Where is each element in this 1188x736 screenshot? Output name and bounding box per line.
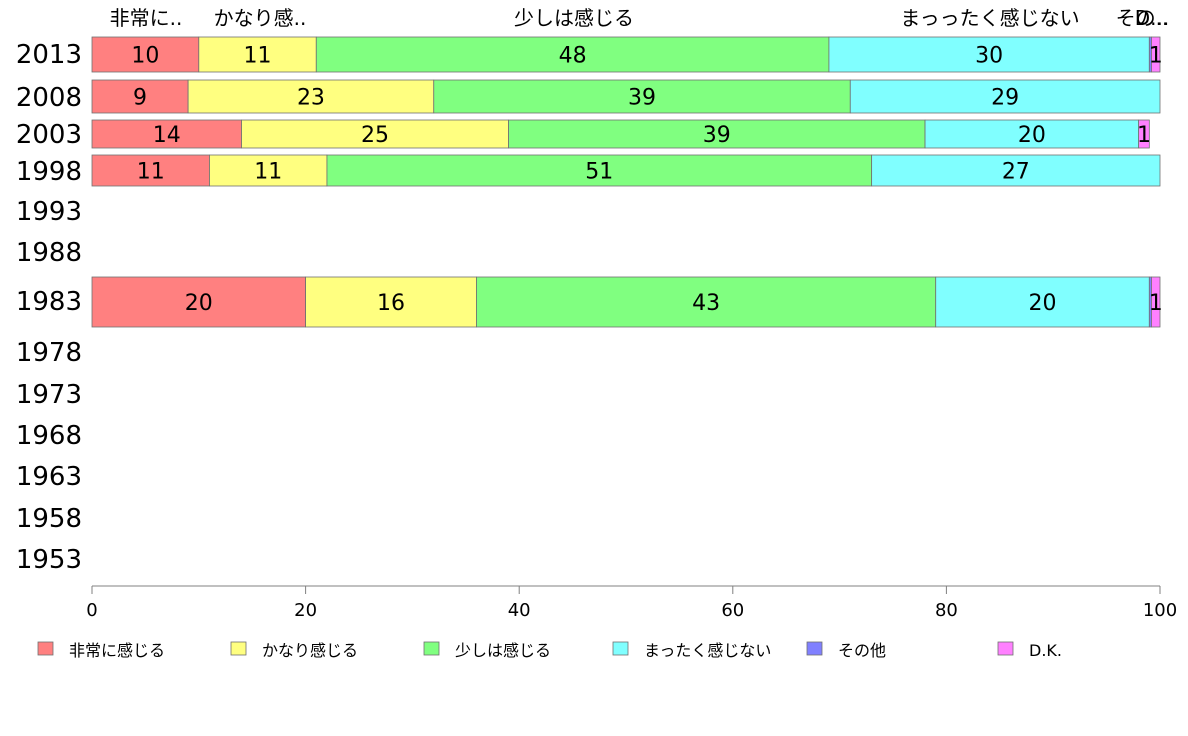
data-label-2003-5: 1	[1137, 123, 1151, 148]
top-label-4: その..	[1116, 6, 1169, 30]
bar-2013-series-0	[91, 36, 200, 73]
data-label-2013-5: 1	[1149, 44, 1163, 69]
legend-swatch-1	[230, 641, 247, 656]
data-label-2003-1: 25	[361, 123, 389, 148]
top-label-1: かなり感..	[214, 6, 307, 30]
legend-label-1: かなり感じる	[262, 641, 358, 660]
legend-item-1: かなり感じる	[230, 641, 358, 660]
bar-2008-series-2	[433, 79, 851, 114]
bar-2013-series-3	[828, 36, 1150, 73]
year-label-1968: 1968	[16, 421, 82, 451]
year-label-1998: 1998	[16, 157, 82, 187]
top-label-0: 非常に..	[110, 6, 183, 30]
data-label-2003-2: 39	[703, 123, 731, 148]
x-tick-label-60: 60	[721, 600, 744, 621]
x-axis: 0 20 40 60 80 100	[86, 585, 1177, 621]
data-label-1998-3: 27	[1002, 160, 1030, 185]
bar-2003-series-5	[1138, 119, 1150, 149]
data-label-2013-3: 30	[975, 44, 1003, 69]
data-label-2008-0: 9	[133, 86, 147, 111]
bar-1983-series-0	[91, 276, 307, 328]
bar-2008-series-1	[187, 79, 435, 114]
year-label-1973: 1973	[16, 380, 82, 410]
bar-2003-series-3	[924, 119, 1140, 149]
data-label-2008-2: 39	[628, 86, 656, 111]
bar-1983-series-5	[1151, 276, 1161, 328]
data-label-2008-1: 23	[297, 86, 325, 111]
year-label-1983: 1983	[16, 287, 82, 317]
x-tick-label-80: 80	[935, 600, 958, 621]
legend-label-3: まったく感じない	[644, 641, 771, 660]
bar-1998-series-0	[91, 154, 210, 187]
bar-2008-series-0	[91, 79, 189, 114]
bar-2003-series-2	[508, 119, 926, 149]
year-label-2003: 2003	[16, 120, 82, 150]
data-label-2013-0: 10	[131, 44, 159, 69]
x-tick-label-100: 100	[1143, 600, 1177, 621]
top-label-3: まっったく感じない	[900, 6, 1079, 30]
x-tick-label-0: 0	[86, 600, 97, 621]
bar-2008-series-3	[849, 79, 1161, 114]
bar-2013-series-1	[198, 36, 317, 73]
bar-1998-series-3	[871, 154, 1161, 187]
legend-label-2: 少しは感じる	[455, 641, 551, 660]
legend-item-5: D.K.	[997, 641, 1062, 660]
bar-1998-series-2	[326, 154, 873, 187]
data-label-1983-3: 20	[1029, 291, 1057, 316]
legend-label-0: 非常に感じる	[69, 641, 165, 660]
data-label-1983-2: 43	[692, 291, 720, 316]
legend-swatch-5	[997, 641, 1014, 656]
top-category-labels: 非常に.. かなり感.. 少しは感じる まっったく感じない その..D...	[110, 6, 1170, 30]
year-label-1958: 1958	[16, 504, 82, 534]
top-label-2: 少しは感じる	[514, 6, 634, 30]
x-tick-label-20: 20	[294, 600, 317, 621]
data-label-1983-1: 16	[377, 291, 405, 316]
legend-label-4: その他	[838, 641, 886, 660]
data-label-2013-1: 11	[244, 44, 272, 69]
bar-2003-series-0	[91, 119, 242, 149]
bar-1983-series-3	[935, 276, 1150, 328]
legend-swatch-2	[423, 641, 440, 656]
legend-item-3: まったく感じない	[612, 641, 771, 660]
legend-label-5: D.K.	[1029, 641, 1062, 660]
legend-item-0: 非常に感じる	[37, 641, 165, 660]
bar-1983-series-1	[305, 276, 477, 328]
x-tick-label-40: 40	[508, 600, 531, 621]
year-label-2008: 2008	[16, 83, 82, 113]
bar-2013-series-5	[1151, 36, 1161, 73]
year-label-2013: 2013	[16, 40, 82, 70]
legend-item-2: 少しは感じる	[423, 641, 551, 660]
legend-swatch-4	[806, 641, 823, 656]
data-label-2013-2: 48	[559, 44, 587, 69]
data-label-1983-0: 20	[185, 291, 213, 316]
top-label-5: D...	[1135, 6, 1169, 30]
data-label-2003-3: 20	[1018, 123, 1046, 148]
year-label-1963: 1963	[16, 462, 82, 492]
legend-swatch-3	[612, 641, 629, 656]
bar-1998-series-1	[209, 154, 328, 187]
data-label-2003-0: 14	[153, 123, 181, 148]
legend: 非常に感じる かなり感じる 少しは感じる まったく感じない その他 D.K.	[37, 641, 1062, 660]
year-label-1978: 1978	[16, 338, 82, 368]
year-axis-labels: 2013 2008 2003 1998 1993 1988 1983 1978 1973 1968…	[16, 40, 82, 575]
data-label-1998-1: 11	[254, 160, 282, 185]
legend-item-4: その他	[806, 641, 886, 660]
legend-swatch-0	[37, 641, 54, 656]
bar-1983-series-2	[476, 276, 937, 328]
year-label-1988: 1988	[16, 238, 82, 268]
data-label-2008-3: 29	[991, 86, 1019, 111]
data-label-1998-0: 11	[137, 160, 165, 185]
year-label-1953: 1953	[16, 545, 82, 575]
bar-2003-series-1	[241, 119, 509, 149]
data-label-1983-5: 1	[1149, 291, 1163, 316]
bar-2013-series-2	[315, 36, 830, 73]
year-label-1993: 1993	[16, 197, 82, 227]
data-label-1998-2: 51	[585, 160, 613, 185]
